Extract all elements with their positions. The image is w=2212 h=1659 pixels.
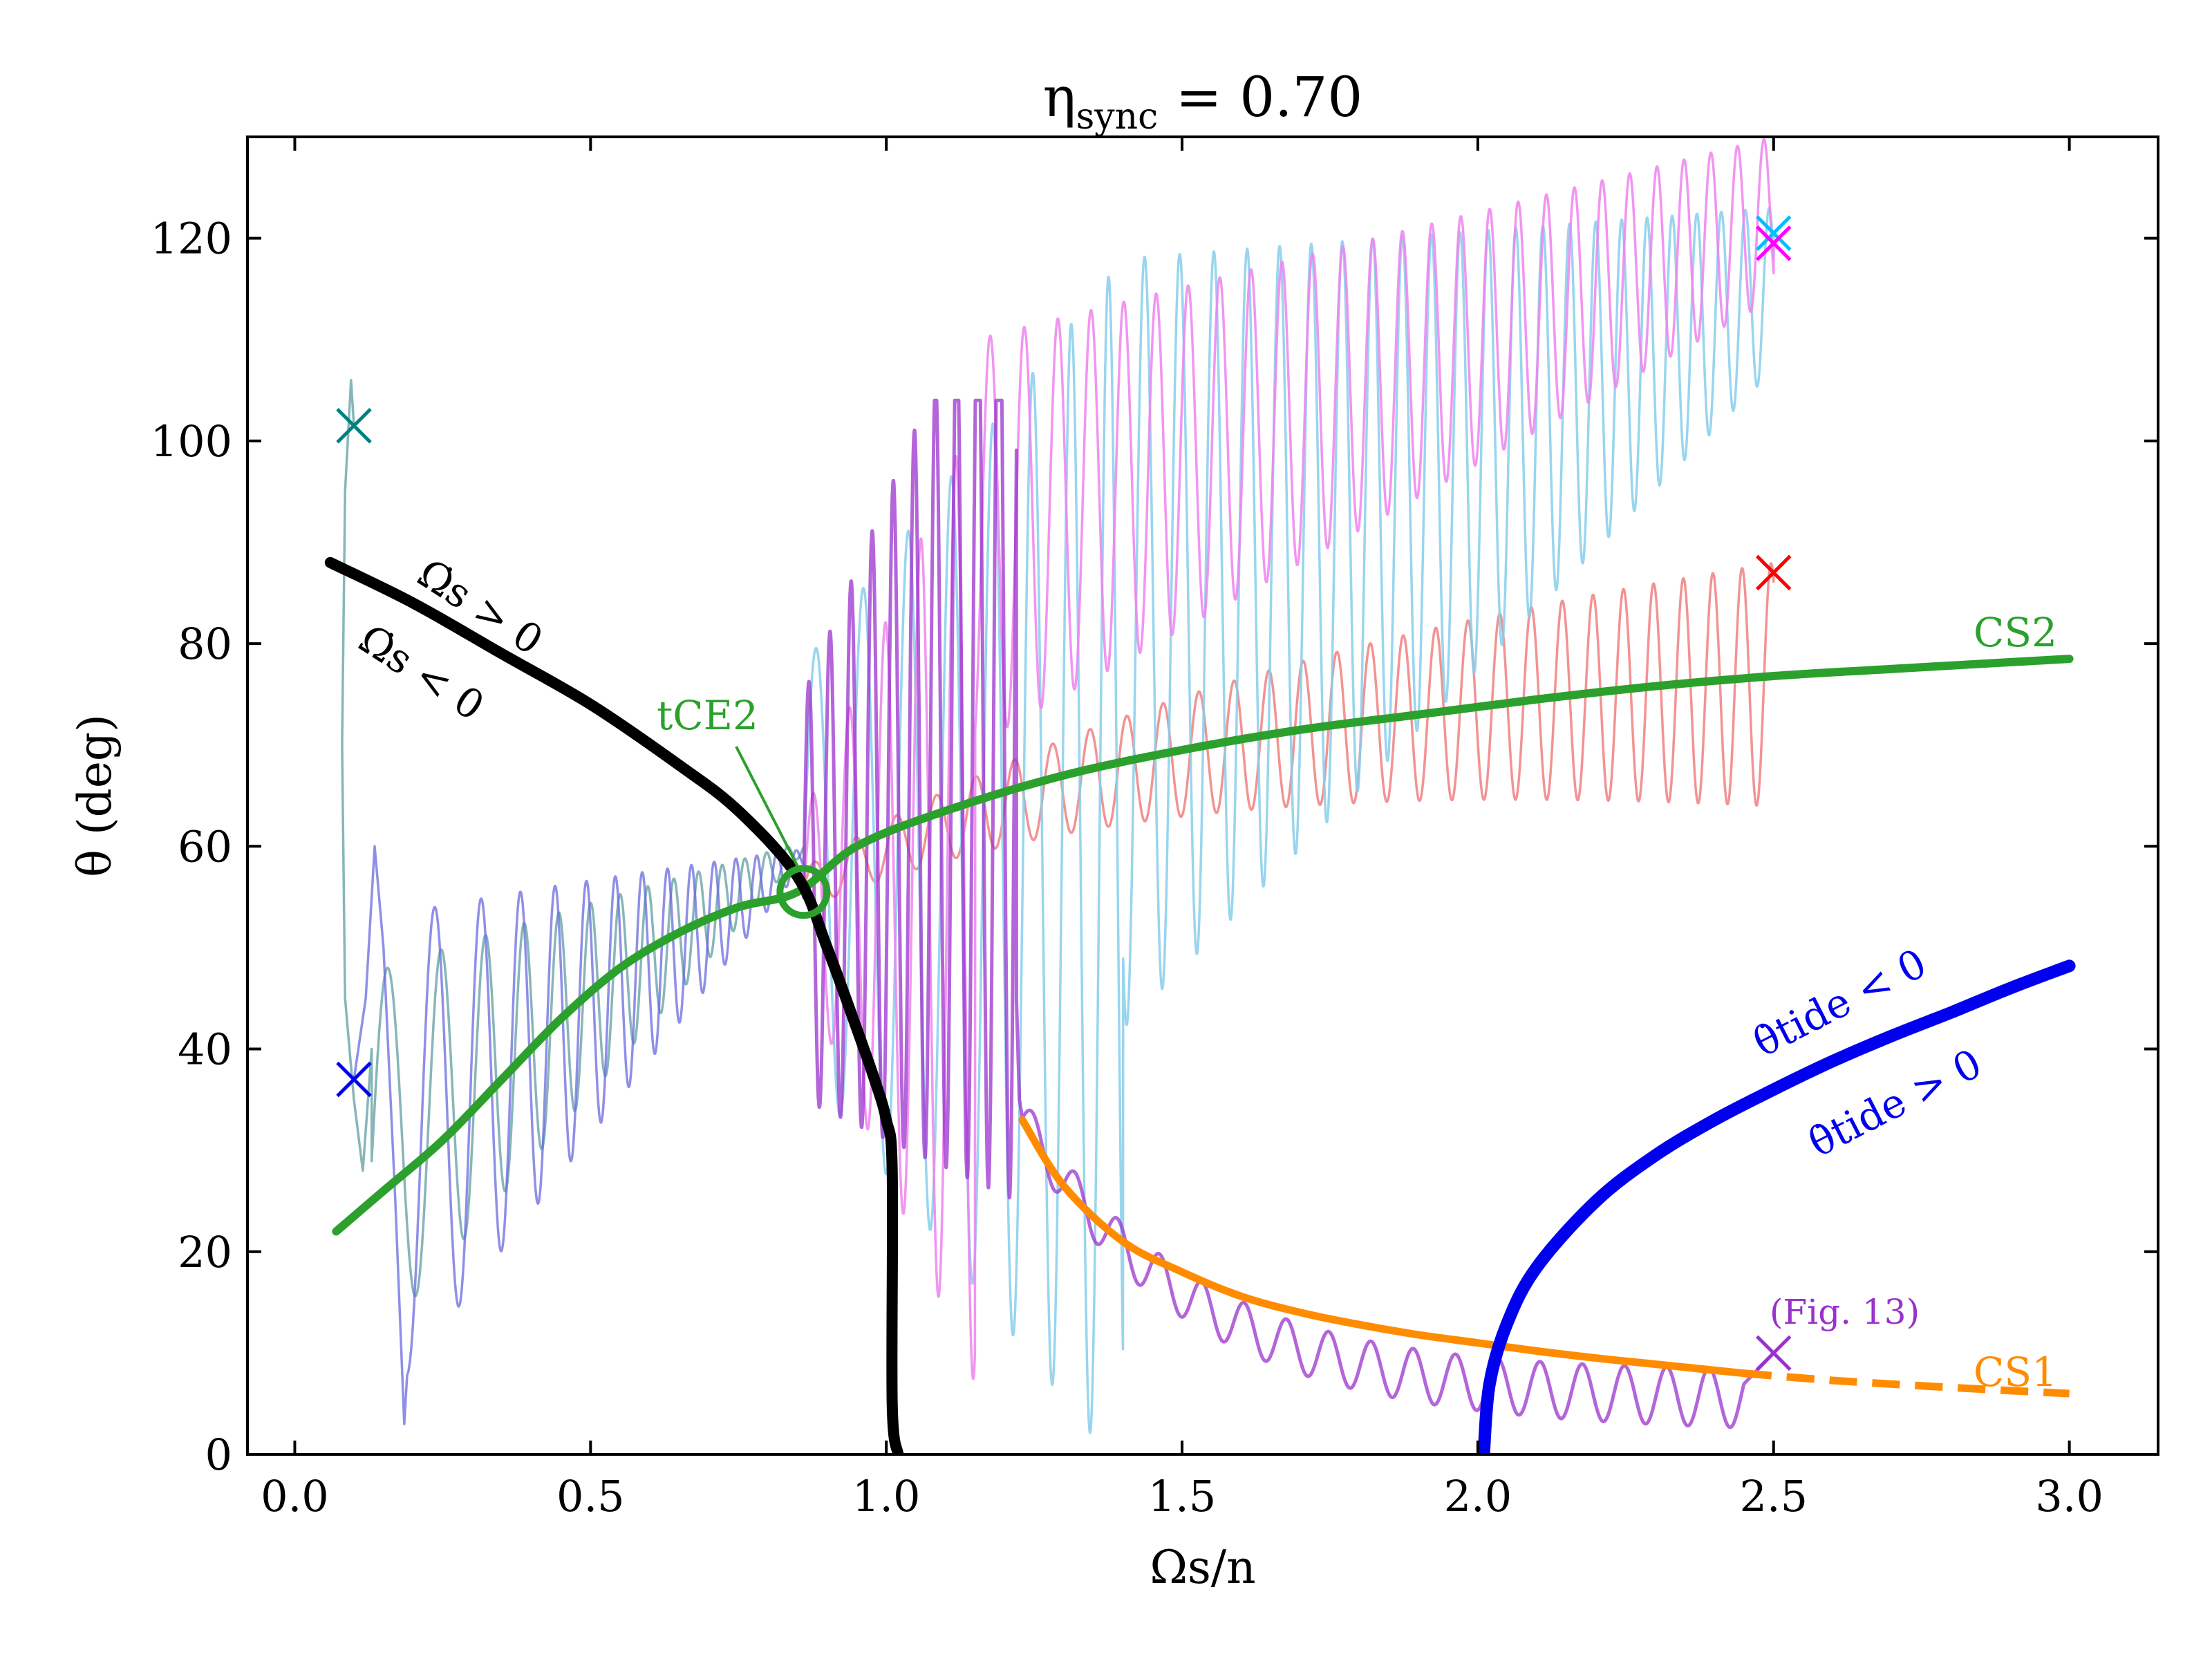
y-tick-label: 80 bbox=[178, 619, 232, 669]
series-cs1-dashed bbox=[1743, 1369, 2070, 1398]
series-omega-boundary bbox=[324, 556, 904, 1454]
endpoint-markers bbox=[336, 215, 1792, 1371]
x-tick-label: 3.0 bbox=[2035, 1471, 2103, 1521]
x-tick-label: 0.0 bbox=[261, 1471, 329, 1521]
chart-title: ηsync = 0.70 bbox=[1043, 65, 1363, 138]
tce2-marker bbox=[776, 865, 831, 919]
x-tick-label: 2.0 bbox=[1444, 1471, 1512, 1521]
x-marker-2 bbox=[336, 1061, 372, 1098]
x-marker-4 bbox=[1756, 215, 1792, 252]
axis-ticks: 0.0 0.5 1.0 1.5 2.0 2.5 3.0 0 20 40 60 80 100 120 bbox=[151, 137, 2158, 1521]
x-tick-label: 1.0 bbox=[852, 1471, 921, 1521]
x-marker-1 bbox=[336, 408, 372, 444]
trajectory-blue bbox=[353, 845, 805, 1425]
curves bbox=[324, 556, 2076, 1454]
y-tick-label: 40 bbox=[178, 1024, 232, 1075]
series-cs1 bbox=[1018, 1116, 1748, 1378]
x-tick-label: 2.5 bbox=[1739, 1471, 1808, 1521]
x-marker-3 bbox=[1756, 554, 1792, 591]
trajectory-pink bbox=[802, 138, 1775, 1380]
y-tick-label: 60 bbox=[178, 821, 232, 872]
tce2-arrow bbox=[735, 746, 802, 872]
annotation-cs2: CS2 bbox=[1974, 609, 2057, 656]
x-tick-label: 1.5 bbox=[1148, 1471, 1217, 1521]
y-tick-label: 100 bbox=[151, 416, 232, 467]
x-marker-6 bbox=[1756, 1335, 1792, 1371]
y-tick-label: 120 bbox=[151, 214, 232, 264]
trajectory-purple bbox=[801, 398, 1776, 1430]
y-tick-label: 0 bbox=[205, 1430, 232, 1480]
trajectories bbox=[341, 138, 1776, 1434]
annotation-fig13: (Fig. 13) bbox=[1770, 1292, 1920, 1332]
plot-frame bbox=[246, 135, 2159, 1456]
series-theta-tide-boundary bbox=[1477, 959, 2076, 1454]
y-tick-label: 20 bbox=[178, 1227, 232, 1277]
trajectory-red bbox=[802, 562, 1775, 899]
annotation-cs1: CS1 bbox=[1974, 1349, 2057, 1396]
y-axis-label: θ (deg) bbox=[68, 714, 122, 877]
x-tick-label: 0.5 bbox=[556, 1471, 625, 1521]
annotation-tide-negative: θ̇tide < 0 bbox=[1745, 939, 1933, 1066]
trajectory-teal bbox=[341, 379, 805, 1297]
x-axis-label: Ωs/n bbox=[1150, 1541, 1255, 1594]
series-cs2 bbox=[332, 655, 2074, 1236]
annotation-tce2: tCE2 bbox=[657, 692, 758, 739]
x-marker-5 bbox=[1756, 225, 1792, 261]
